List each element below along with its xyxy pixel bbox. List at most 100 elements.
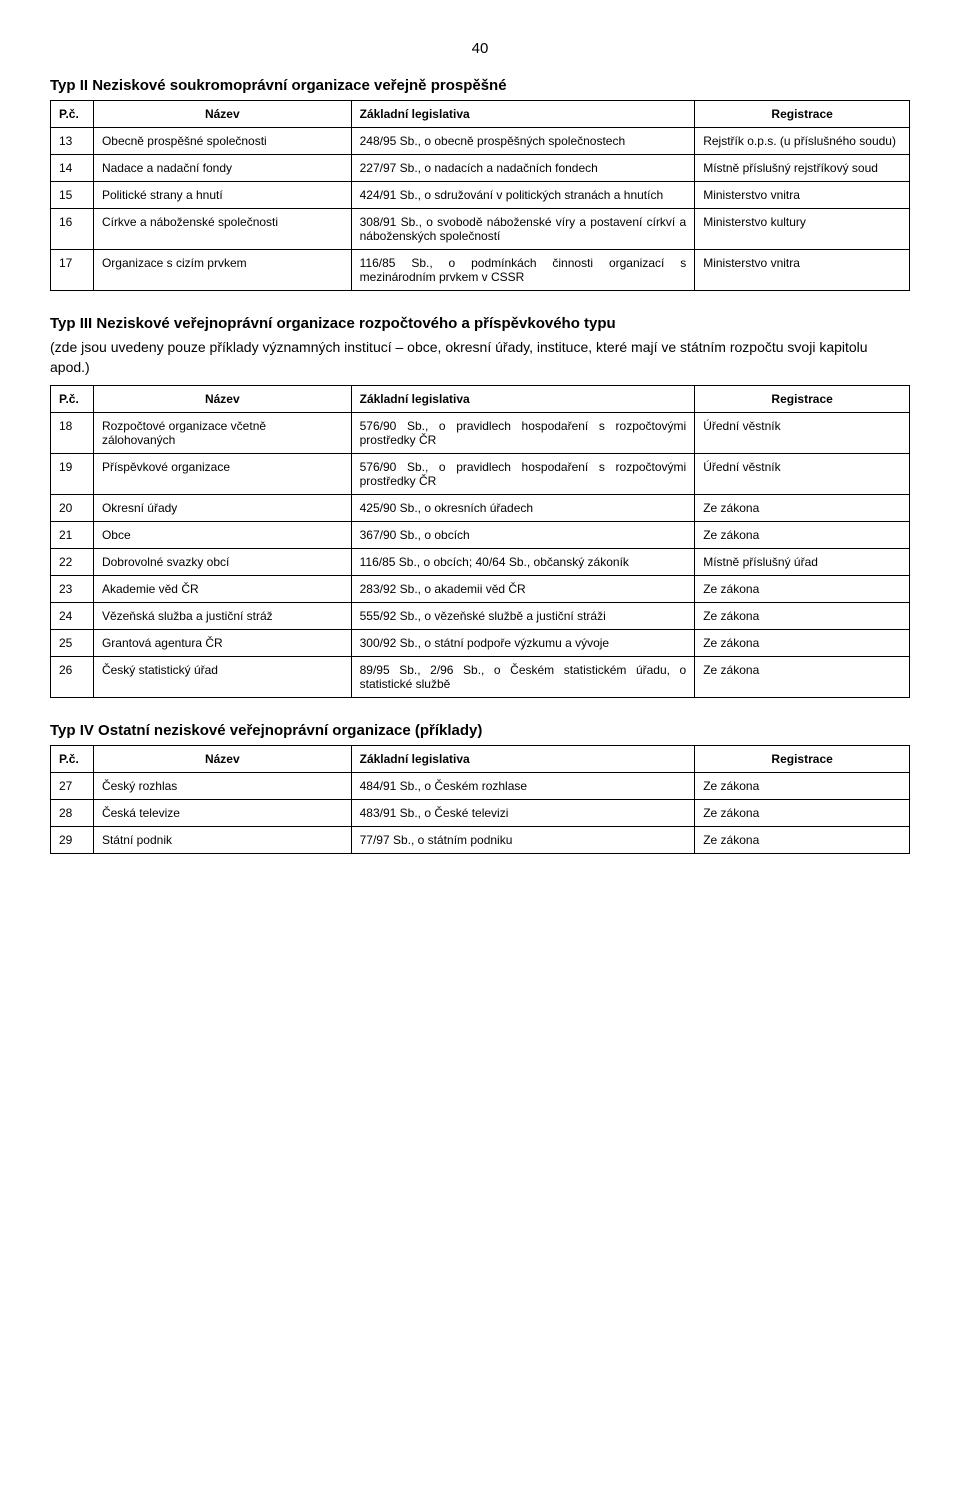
td-name: Obecně prospěšné společnosti [93,128,351,155]
table-row: 19Příspěvkové organizace576/90 Sb., o pr… [51,454,910,495]
table-row: 28Česká televize483/91 Sb., o České tele… [51,800,910,827]
td-pc: 27 [51,773,94,800]
td-reg: Ze zákona [695,522,910,549]
td-name: Vězeňská služba a justiční stráž [93,603,351,630]
td-reg: Ze zákona [695,800,910,827]
td-leg: 248/95 Sb., o obecně prospěšných společn… [351,128,695,155]
td-pc: 26 [51,657,94,698]
table-header-row: P.č. Název Základní legislativa Registra… [51,101,910,128]
td-name: Příspěvkové organizace [93,454,351,495]
td-reg: Ministerstvo kultury [695,209,910,250]
td-pc: 24 [51,603,94,630]
td-reg: Ministerstvo vnitra [695,182,910,209]
td-leg: 483/91 Sb., o České televizi [351,800,695,827]
th-name: Název [93,746,351,773]
table-row: 17Organizace s cizím prvkem116/85 Sb., o… [51,250,910,291]
table-typ2: P.č. Název Základní legislativa Registra… [50,100,910,291]
section-intro-typ3: (zde jsou uvedeny pouze příklady významn… [50,338,910,377]
th-reg: Registrace [695,386,910,413]
td-name: Český statistický úřad [93,657,351,698]
td-reg: Rejstřík o.p.s. (u příslušného soudu) [695,128,910,155]
td-pc: 22 [51,549,94,576]
table-row: 20Okresní úřady425/90 Sb., o okresních ú… [51,495,910,522]
td-name: Politické strany a hnutí [93,182,351,209]
table-row: 14Nadace a nadační fondy227/97 Sb., o na… [51,155,910,182]
table-row: 16Církve a náboženské společnosti308/91 … [51,209,910,250]
table-row: 13Obecně prospěšné společnosti248/95 Sb.… [51,128,910,155]
th-pc: P.č. [51,101,94,128]
td-reg: Úřední věstník [695,413,910,454]
th-reg: Registrace [695,746,910,773]
td-name: Rozpočtové organizace včetně zálohovanýc… [93,413,351,454]
td-leg: 116/85 Sb., o obcích; 40/64 Sb., občansk… [351,549,695,576]
th-pc: P.č. [51,386,94,413]
th-leg: Základní legislativa [351,101,695,128]
td-leg: 484/91 Sb., o Českém rozhlase [351,773,695,800]
table-typ3: P.č. Název Základní legislativa Registra… [50,385,910,698]
td-leg: 424/91 Sb., o sdružování v politických s… [351,182,695,209]
td-pc: 17 [51,250,94,291]
td-reg: Ministerstvo vnitra [695,250,910,291]
th-leg: Základní legislativa [351,386,695,413]
td-reg: Úřední věstník [695,454,910,495]
td-name: Okresní úřady [93,495,351,522]
td-leg: 576/90 Sb., o pravidlech hospodaření s r… [351,454,695,495]
td-leg: 576/90 Sb., o pravidlech hospodaření s r… [351,413,695,454]
th-name: Název [93,386,351,413]
td-reg: Ze zákona [695,603,910,630]
table-row: 27Český rozhlas484/91 Sb., o Českém rozh… [51,773,910,800]
td-name: Církve a náboženské společnosti [93,209,351,250]
table-row: 24Vězeňská služba a justiční stráž555/92… [51,603,910,630]
table-row: 26Český statistický úřad89/95 Sb., 2/96 … [51,657,910,698]
table-row: 29Státní podnik77/97 Sb., o státním podn… [51,827,910,854]
page-number: 40 [50,40,910,57]
td-pc: 21 [51,522,94,549]
section-title-typ3: Typ III Neziskové veřejnoprávní organiza… [50,315,910,332]
td-pc: 18 [51,413,94,454]
td-leg: 283/92 Sb., o akademii věd ČR [351,576,695,603]
td-pc: 13 [51,128,94,155]
td-reg: Ze zákona [695,773,910,800]
th-name: Název [93,101,351,128]
td-pc: 19 [51,454,94,495]
td-pc: 28 [51,800,94,827]
td-name: Akademie věd ČR [93,576,351,603]
table-row: 23Akademie věd ČR283/92 Sb., o akademii … [51,576,910,603]
td-pc: 25 [51,630,94,657]
td-reg: Místně příslušný úřad [695,549,910,576]
td-reg: Ze zákona [695,630,910,657]
table-header-row: P.č. Název Základní legislativa Registra… [51,746,910,773]
td-leg: 300/92 Sb., o státní podpoře výzkumu a v… [351,630,695,657]
td-pc: 16 [51,209,94,250]
td-name: Grantová agentura ČR [93,630,351,657]
td-pc: 29 [51,827,94,854]
td-name: Nadace a nadační fondy [93,155,351,182]
td-name: Organizace s cizím prvkem [93,250,351,291]
td-leg: 89/95 Sb., 2/96 Sb., o Českém statistick… [351,657,695,698]
th-leg: Základní legislativa [351,746,695,773]
td-reg: Ze zákona [695,657,910,698]
td-name: Dobrovolné svazky obcí [93,549,351,576]
td-name: Česká televize [93,800,351,827]
td-pc: 14 [51,155,94,182]
td-reg: Ze zákona [695,576,910,603]
td-pc: 23 [51,576,94,603]
td-leg: 555/92 Sb., o vězeňské službě a justiční… [351,603,695,630]
table-row: 15Politické strany a hnutí424/91 Sb., o … [51,182,910,209]
td-reg: Ze zákona [695,495,910,522]
td-leg: 116/85 Sb., o podmínkách činnosti organi… [351,250,695,291]
td-leg: 77/97 Sb., o státním podniku [351,827,695,854]
section-title-typ4: Typ IV Ostatní neziskové veřejnoprávní o… [50,722,910,739]
td-pc: 15 [51,182,94,209]
td-leg: 367/90 Sb., o obcích [351,522,695,549]
td-pc: 20 [51,495,94,522]
table-header-row: P.č. Název Základní legislativa Registra… [51,386,910,413]
td-name: Český rozhlas [93,773,351,800]
td-reg: Místně příslušný rejstříkový soud [695,155,910,182]
td-name: Obce [93,522,351,549]
table-row: 21Obce367/90 Sb., o obcíchZe zákona [51,522,910,549]
table-row: 25Grantová agentura ČR300/92 Sb., o stát… [51,630,910,657]
table-row: 22Dobrovolné svazky obcí116/85 Sb., o ob… [51,549,910,576]
section-title-typ2: Typ II Neziskové soukromoprávní organiza… [50,77,910,94]
td-reg: Ze zákona [695,827,910,854]
